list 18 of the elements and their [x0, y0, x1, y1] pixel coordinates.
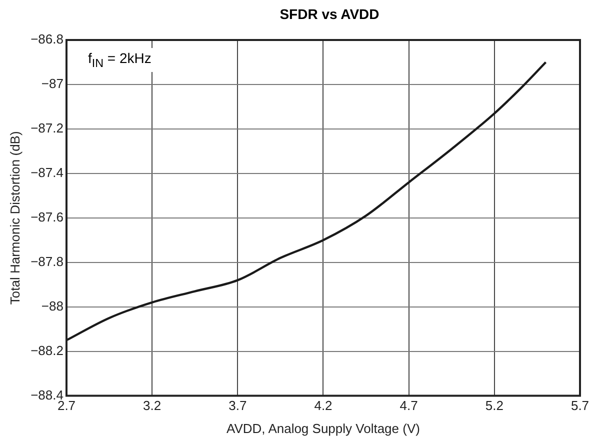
y-tick-label: −86.8 — [30, 32, 64, 47]
y-tick-label: −88.2 — [30, 342, 64, 358]
y-tick-label: −88 — [41, 298, 64, 314]
y-tick-label: −87.6 — [30, 209, 64, 224]
x-tick-label: 4.7 — [400, 398, 418, 414]
x-tick-label: 5.7 — [570, 398, 590, 414]
x-tick-label: 3.7 — [228, 398, 247, 414]
y-tick-label: −87.2 — [30, 120, 64, 136]
y-axis-title: Total Harmonic Distortion (dB) — [7, 131, 22, 305]
y-tick-label: −87.4 — [30, 165, 64, 180]
y-tick-label: −87 — [41, 76, 64, 92]
x-axis-title: AVDD, Analog Supply Voltage (V) — [226, 420, 420, 436]
x-tick-label: 4.2 — [314, 398, 332, 414]
x-tick-label: 3.2 — [143, 398, 162, 414]
annotation: f$_{IN}$ = 2kHz — [84, 48, 156, 72]
y-tick-label: −87.8 — [30, 254, 64, 269]
chart-title: SFDR vs AVDD — [278, 6, 380, 22]
x-tick-label: 5.2 — [485, 398, 504, 414]
